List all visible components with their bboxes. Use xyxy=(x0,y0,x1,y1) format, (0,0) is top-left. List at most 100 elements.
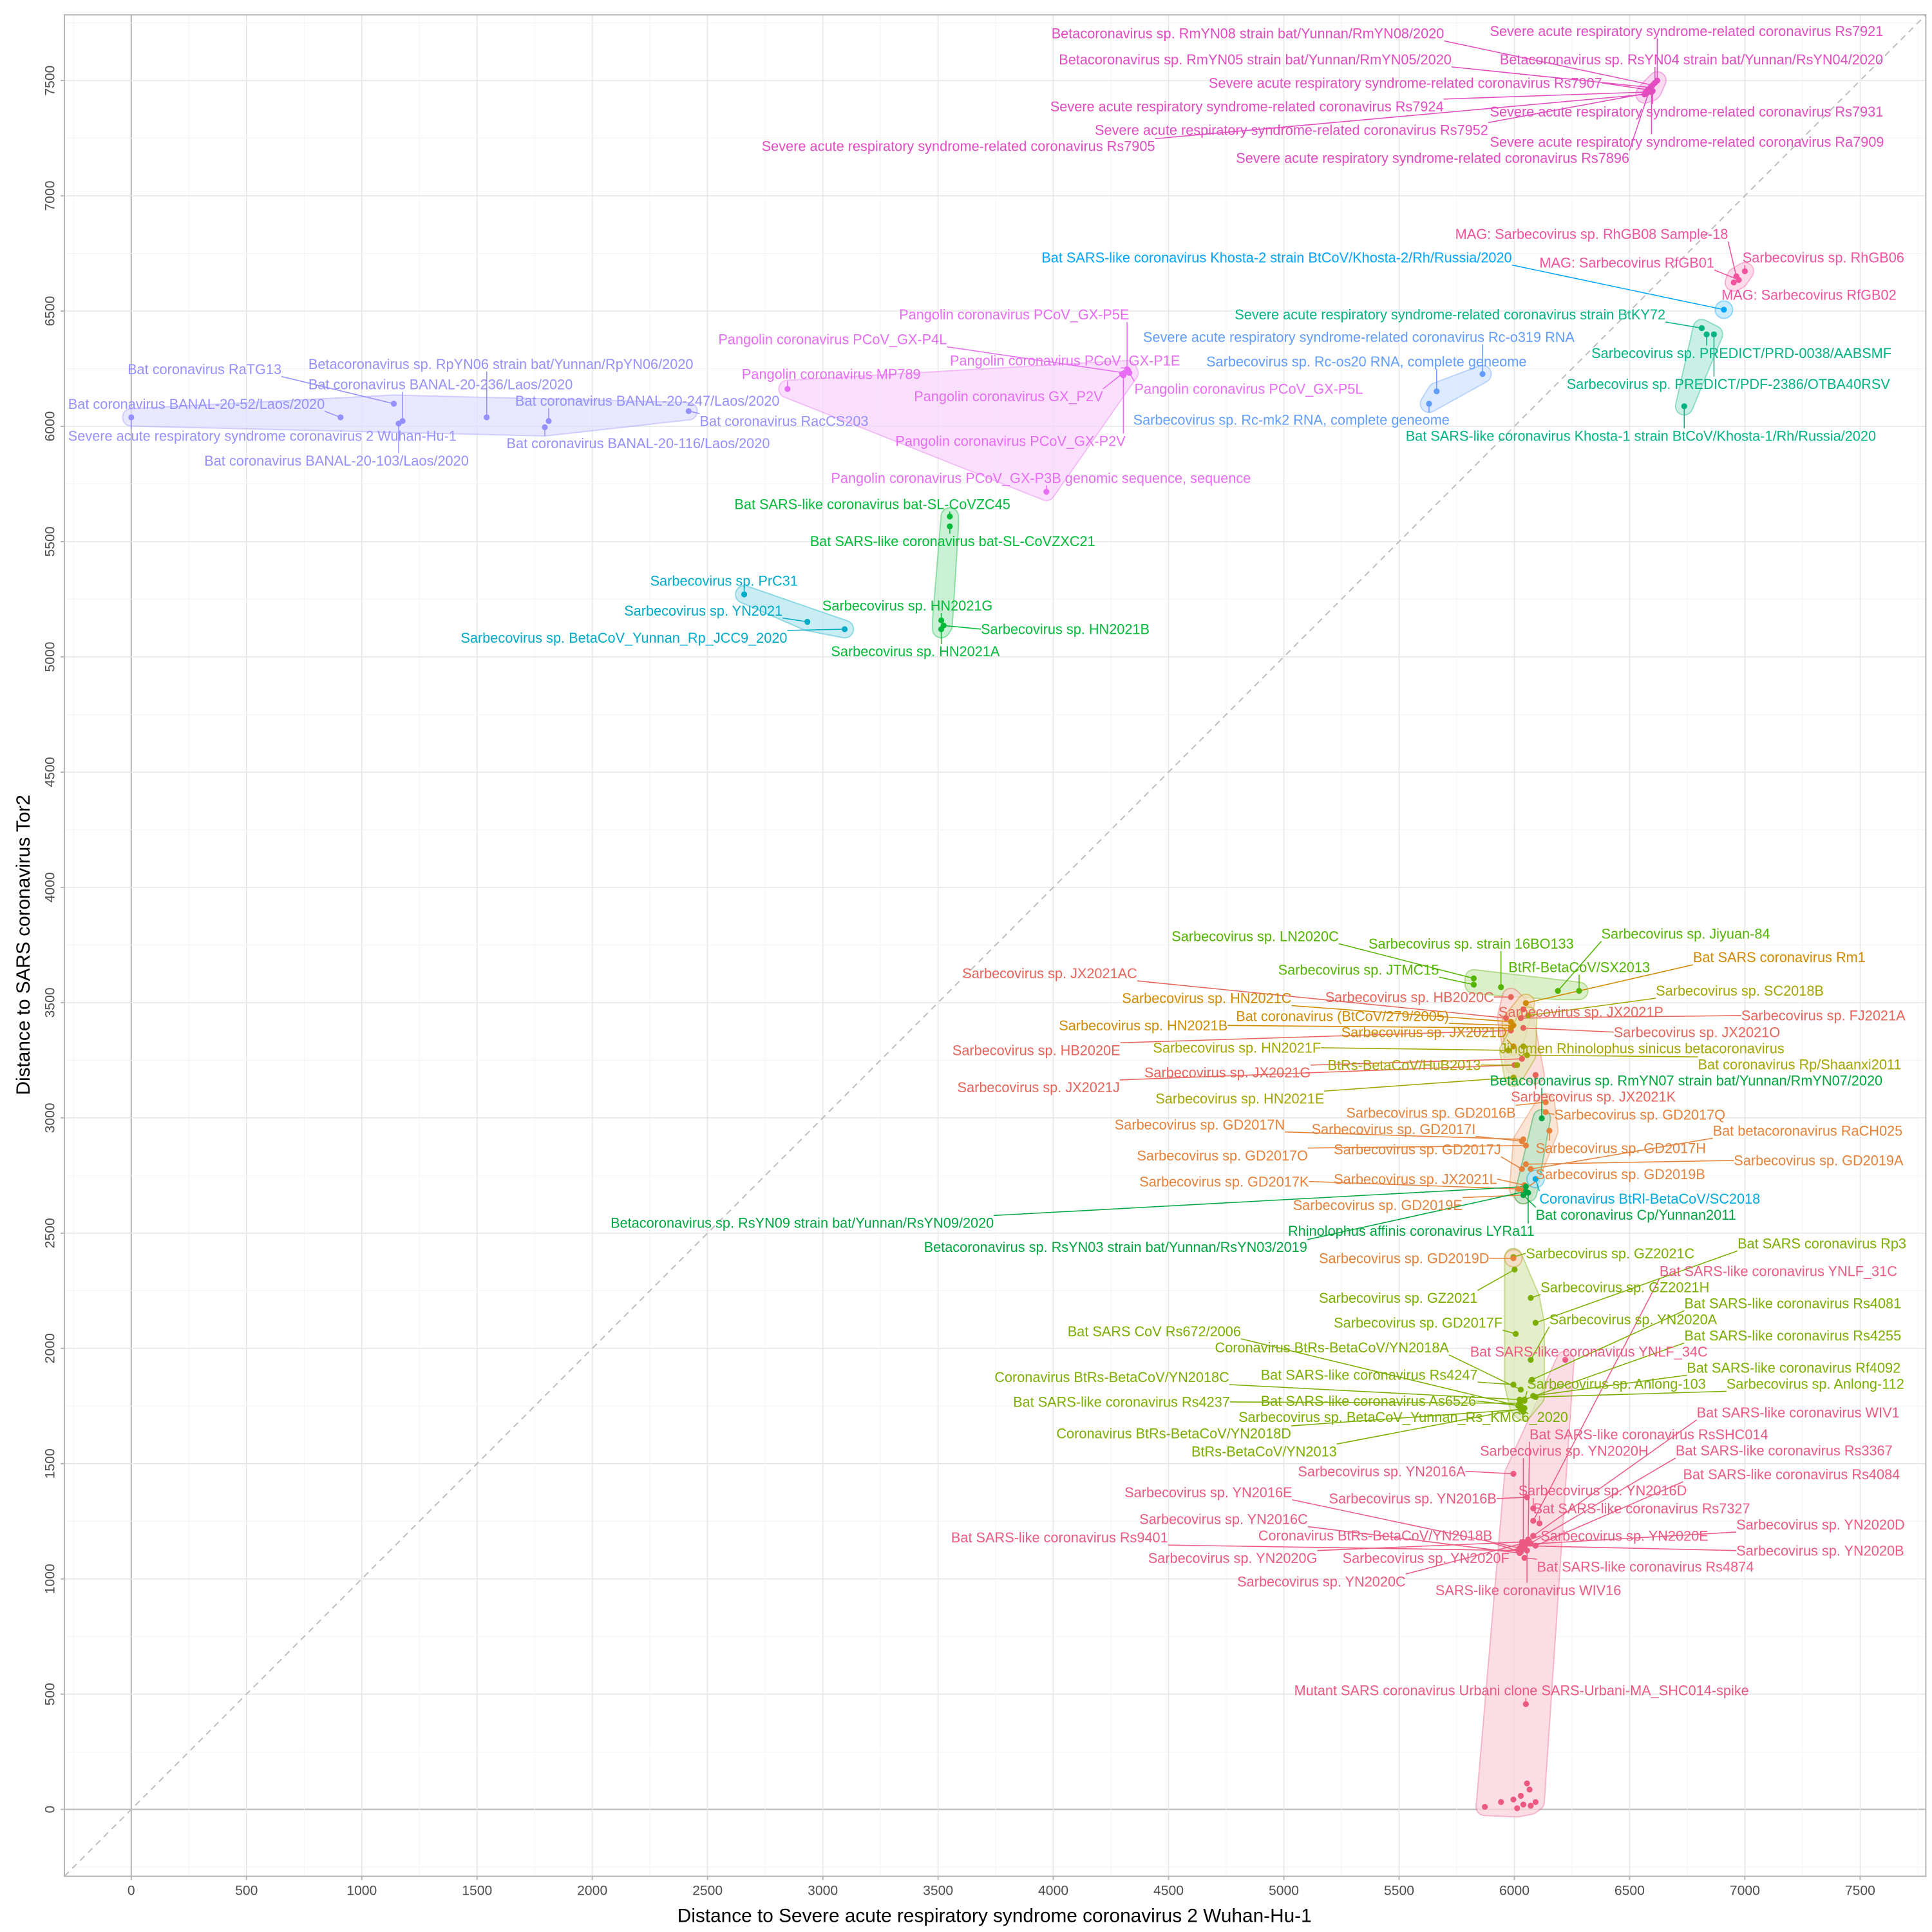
data-point xyxy=(1520,1192,1527,1198)
data-point xyxy=(337,414,344,421)
label-leader-line xyxy=(1405,1542,1524,1575)
data-point xyxy=(804,618,811,625)
x-tick-label: 2500 xyxy=(692,1883,723,1898)
point-label: Pangolin coronavirus PCoV_GX-P1E xyxy=(950,352,1180,368)
point-label: Sarbecovirus sp. GD2016B xyxy=(1346,1105,1515,1121)
point-label: Sarbecovirus sp. JX2021J xyxy=(958,1079,1120,1095)
point-label: Pangolin coronavirus PCoV_GX-P2V xyxy=(895,433,1126,449)
data-point xyxy=(1508,994,1514,1000)
label-leader-line xyxy=(1229,1401,1520,1404)
label-leader-line xyxy=(1488,93,1647,124)
data-point xyxy=(1526,1786,1533,1793)
data-point xyxy=(1530,1517,1537,1524)
point-label: Sarbecovirus sp. JX2021K xyxy=(1511,1089,1676,1105)
data-point xyxy=(1498,1799,1504,1805)
label-leader-line xyxy=(1524,1342,1685,1400)
point-label: SARS-like coronavirus WIV16 xyxy=(1435,1582,1621,1598)
point-label: Sarbecovirus sp. Rc-os20 RNA, complete g… xyxy=(1206,354,1526,370)
data-point xyxy=(1736,277,1742,283)
point-label: Sarbecovirus sp. YN2016E xyxy=(1124,1484,1292,1501)
point-label: Sarbecovirus sp. YN2020C xyxy=(1237,1573,1406,1589)
point-label: MAG: Sarbecovirus RfGB01 xyxy=(1539,254,1714,270)
x-tick-label: 4500 xyxy=(1153,1883,1184,1898)
data-point xyxy=(1126,370,1133,376)
point-label: Sarbecovirus sp. HB2020C xyxy=(1325,989,1494,1005)
label-leader-line xyxy=(1120,1030,1511,1043)
y-tick-label: 3000 xyxy=(43,1103,58,1133)
y-tick-label: 4000 xyxy=(43,872,58,902)
data-point xyxy=(1517,1387,1524,1393)
label-leader-line xyxy=(1465,1470,1514,1475)
point-label: Sarbecovirus sp. GD2019A xyxy=(1734,1153,1904,1169)
data-point xyxy=(947,513,953,520)
point-label: Bat SARS CoV Rs672/2006 xyxy=(1068,1323,1241,1340)
data-point xyxy=(1510,1043,1517,1050)
point-label: Bat SARS-like coronavirus Rs3367 xyxy=(1676,1443,1893,1459)
data-point xyxy=(1532,1799,1539,1805)
data-point xyxy=(1741,268,1748,274)
point-label: Betacoronavirus sp. RmYN07 strain bat/Yu… xyxy=(1490,1073,1882,1089)
data-point xyxy=(1524,1494,1530,1501)
data-point xyxy=(1522,1183,1529,1190)
point-label: Sarbecovirus sp. JX2021G xyxy=(1144,1065,1311,1081)
point-label: Sarbecovirus sp. YN2020F xyxy=(1343,1550,1510,1566)
point-label: Sarbecovirus sp. Jiyuan-84 xyxy=(1602,926,1770,942)
point-label: Sarbecovirus sp. YN2016A xyxy=(1298,1463,1466,1479)
point-labels: Bat coronavirus RaTG13 Betacoronavirus sp… xyxy=(68,23,1906,1699)
x-tick-label: 3000 xyxy=(808,1883,838,1898)
data-point xyxy=(741,591,748,598)
y-axis-title: Distance to SARS coronavirus Tor2 xyxy=(13,795,34,1095)
data-point xyxy=(1517,1015,1524,1021)
label-leader-line xyxy=(1475,1135,1522,1142)
point-label: Sarbecovirus sp. JX2021P xyxy=(1499,1004,1663,1020)
x-tick-label: 3500 xyxy=(923,1883,953,1898)
y-tick-label: 1500 xyxy=(43,1448,58,1479)
point-label: Severe acute respiratory syndrome-relate… xyxy=(1490,23,1883,39)
label-leader-line xyxy=(1527,1054,1698,1057)
point-label: Sarbecovirus sp. GD2017O xyxy=(1137,1148,1308,1164)
point-label: MAG: Sarbecovirus RfGB02 xyxy=(1721,287,1897,303)
label-leader-line xyxy=(1338,943,1474,980)
label-leader-line xyxy=(1439,976,1474,985)
data-point xyxy=(1502,1015,1510,1021)
point-label: BtRs-BetaCoV/HuB2013 xyxy=(1328,1057,1481,1074)
label-leader-line xyxy=(1476,1400,1521,1406)
label-leader-line xyxy=(1451,66,1651,88)
label-leader-line xyxy=(1629,90,1650,151)
cluster-hull-fill xyxy=(736,586,853,638)
point-label: Pangolin coronavirus PCoV_GX-P5E xyxy=(899,307,1129,323)
label-leader-line xyxy=(1533,1374,1687,1397)
point-label: Sarbecovirus sp. YN2016B xyxy=(1329,1491,1496,1507)
data-point xyxy=(1532,1542,1539,1549)
y-tick-label: 6000 xyxy=(43,411,58,441)
point-label: Bat SARS-like coronavirus RsSHC014 xyxy=(1530,1426,1768,1443)
point-label: Sarbecovirus sp. Anlong-112 xyxy=(1727,1376,1904,1392)
point-label: Bat coronavirus BANAL-20-103/Laos/2020 xyxy=(204,453,469,469)
y-tick-label: 500 xyxy=(43,1683,58,1705)
point-label: Sarbecovirus sp. strain 16BO133 xyxy=(1368,936,1574,952)
data-point xyxy=(1521,1397,1528,1404)
data-point xyxy=(542,424,548,431)
x-tick-label: 7500 xyxy=(1845,1883,1875,1898)
point-label: Betacoronavirus sp. RsYN04 strain bat/Yu… xyxy=(1500,52,1883,68)
cluster-hull-fill xyxy=(1676,320,1722,415)
point-label: Bat SARS-like coronavirus YNLF_31C xyxy=(1660,1263,1897,1279)
point-label: Bat SARS-like coronavirus Rs4081 xyxy=(1684,1295,1901,1311)
gridlines xyxy=(64,14,1927,1877)
x-tick-label: 6000 xyxy=(1499,1883,1530,1898)
y-tick-label: 4500 xyxy=(43,757,58,787)
label-leader-line xyxy=(1229,1384,1520,1401)
data-point xyxy=(1520,1006,1527,1012)
label-leader-line xyxy=(947,346,1125,374)
data-point xyxy=(1532,1394,1539,1400)
point-label: Severe acute respiratory syndrome-relate… xyxy=(1236,150,1629,166)
data-point xyxy=(1505,1047,1511,1054)
label-leader-line xyxy=(1137,980,1506,1019)
point-label: Sarbecovirus sp. PREDICT/PRD-0038/AABSMF xyxy=(1591,345,1891,361)
data-point xyxy=(1510,1381,1517,1388)
point-label: Bat SARS-like coronavirus WIV1 xyxy=(1697,1405,1900,1421)
point-label: Sarbecovirus sp. GD2017I xyxy=(1312,1121,1476,1137)
label-leader-line xyxy=(1449,1023,1514,1027)
label-leader-line xyxy=(1526,1531,1737,1545)
